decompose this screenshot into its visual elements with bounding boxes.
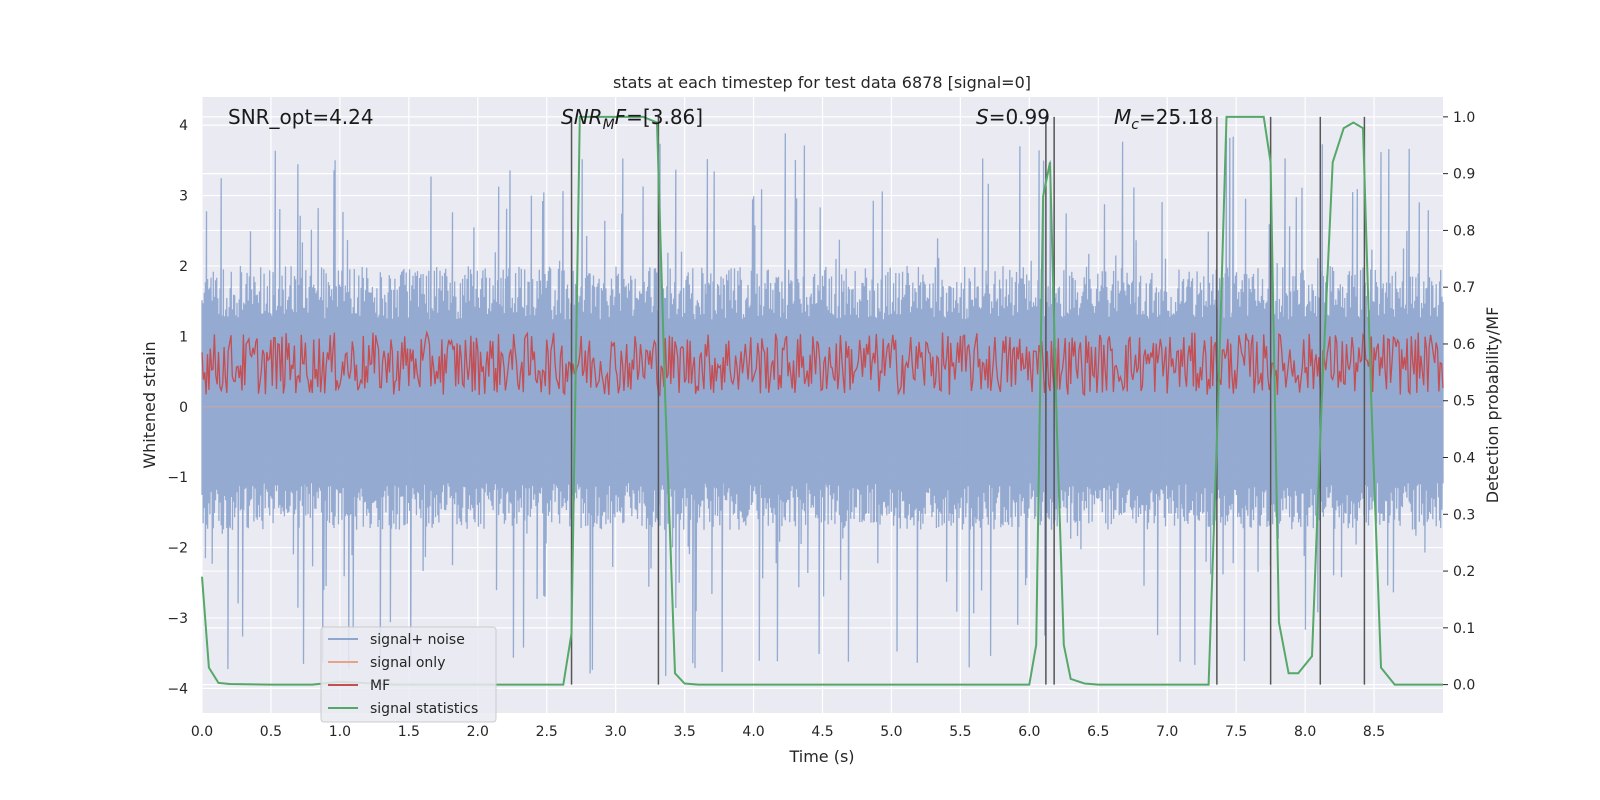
legend-label-stats: signal statistics: [370, 701, 478, 717]
y-right-tick-label: 0.2: [1453, 564, 1475, 580]
x-tick-label: 1.5: [398, 724, 420, 740]
y-left-axis-ticks: 4 3 2 1 0 −1 −2 −3 −4: [167, 118, 188, 697]
x-tick-label: 6.5: [1087, 724, 1109, 740]
x-tick-label: 2.0: [467, 724, 489, 740]
y-right-tick-label: 0.8: [1453, 223, 1475, 239]
x-tick-label: 8.0: [1294, 724, 1316, 740]
x-tick-label: 7.0: [1156, 724, 1178, 740]
y-left-tick-label: −3: [167, 611, 188, 627]
y-left-tick-label: −4: [167, 681, 188, 697]
legend-label-signal-only: signal only: [370, 655, 445, 671]
signal-statistics-series: [201, 115, 1443, 686]
y-left-tick-label: 2: [179, 259, 188, 275]
y-left-axis-label: Whitened strain: [140, 341, 159, 468]
x-tick-label: 0.0: [191, 724, 213, 740]
signal-statistics-line: [201, 115, 1443, 686]
x-tick-label: 5.5: [949, 724, 971, 740]
y-right-tick-label: 0.9: [1453, 167, 1475, 183]
x-tick-label: 1.0: [329, 724, 351, 740]
y-right-tick-label: 1.0: [1453, 110, 1475, 126]
x-tick-label: 7.5: [1225, 724, 1247, 740]
y-left-tick-label: −2: [167, 541, 188, 557]
x-tick-label: 4.5: [811, 724, 833, 740]
y-left-tick-label: 3: [179, 189, 188, 205]
y-right-tick-label: 0.5: [1453, 394, 1475, 410]
y-right-tick-label: 0.1: [1453, 621, 1475, 637]
x-tick-label: 3.5: [673, 724, 695, 740]
x-tick-label: 0.5: [260, 724, 282, 740]
x-tick-label: 8.5: [1363, 724, 1385, 740]
y-left-tick-label: −1: [167, 470, 188, 486]
y-right-tick-label: 0.7: [1453, 280, 1475, 296]
s-annotation: S=0.99: [976, 105, 1050, 129]
legend-label-noise: signal+ noise: [370, 632, 465, 648]
legend: signal+ noise signal only MF signal stat…: [320, 626, 497, 723]
y-left-tick-label: 1: [179, 329, 188, 345]
mf-line: [201, 330, 1444, 397]
x-tick-label: 3.0: [605, 724, 627, 740]
y-right-tick-label: 0.0: [1453, 678, 1475, 694]
mc-annotation: Mc=25.18: [1114, 105, 1213, 133]
y-right-tick-label: 0.6: [1453, 337, 1475, 353]
snr-mf-annotation: SNRMF=[3.86]: [561, 105, 703, 133]
x-axis-label: Time (s): [788, 747, 854, 766]
legend-label-mf: MF: [370, 678, 390, 694]
y-left-tick-label: 0: [179, 400, 188, 416]
x-tick-label: 2.5: [536, 724, 558, 740]
mf-series: [201, 330, 1444, 397]
x-axis-ticks: 0.0 0.5 1.0 1.5 2.0 2.5 3.0 3.5 4.0 4.5 5.0 5.5 6.0 6…: [191, 724, 1385, 740]
x-tick-label: 4.0: [742, 724, 764, 740]
y-right-tick-label: 0.4: [1453, 451, 1475, 467]
y-right-tick-label: 0.3: [1453, 507, 1475, 523]
chart-title: stats at each timestep for test data 687…: [613, 73, 1031, 92]
legend-box: [320, 626, 497, 723]
x-tick-label: 5.0: [880, 724, 902, 740]
y-right-axis-label: Detection probability/MF: [1483, 307, 1502, 504]
x-tick-label: 6.0: [1018, 724, 1040, 740]
y-left-tick-label: 4: [179, 118, 188, 134]
y-right-axis-ticks: 1.0 0.9 0.8 0.7 0.6 0.5 0.4 0.3 0.2 0.1 0.0: [1443, 110, 1475, 694]
snr-opt-annotation: SNR_opt=4.24: [228, 105, 374, 129]
